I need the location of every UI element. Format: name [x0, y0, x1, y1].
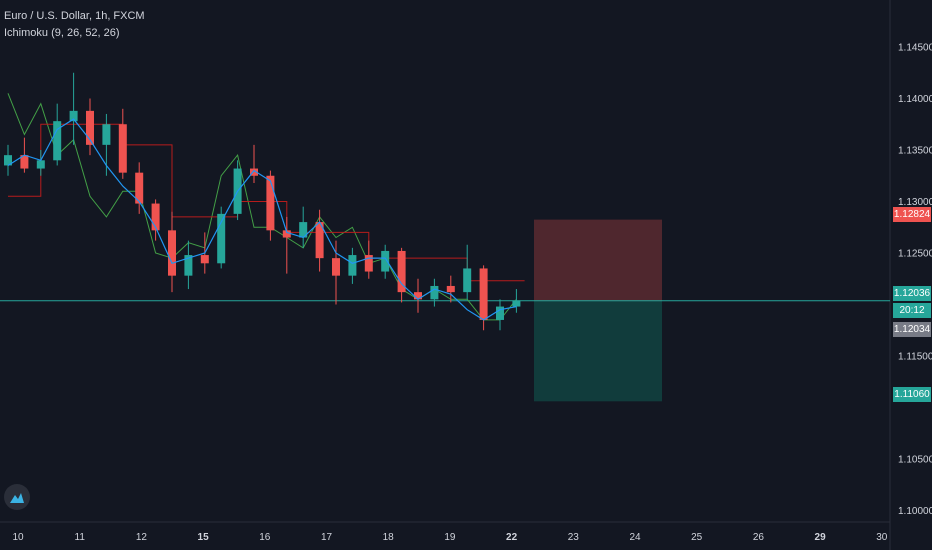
candle-body [463, 268, 472, 293]
candle-body [348, 255, 357, 276]
time-tick-label: 22 [506, 532, 518, 543]
price-tick-label: 1.13500 [898, 146, 932, 157]
logo-mountain-icon [10, 493, 24, 503]
stop-loss-zone [534, 219, 662, 301]
chart-legend: Euro / U.S. Dollar, 1h, FXCM Ichimoku (9… [4, 8, 145, 42]
stop-price-label: 1.12824 [893, 207, 931, 222]
candle-body [118, 124, 127, 173]
candle-body [135, 172, 144, 204]
candle-body [299, 222, 308, 238]
price-tick-label: 1.12500 [898, 249, 932, 260]
price-tick-label: 1.13000 [898, 197, 932, 208]
candle-body [266, 175, 275, 231]
price-tick-label: 1.14500 [898, 43, 932, 54]
price-tick-label: 1.11500 [898, 352, 932, 363]
take-profit-zone [534, 300, 662, 402]
candle-body [397, 250, 406, 293]
candle-body [315, 222, 324, 259]
candle-body [430, 285, 439, 300]
time-tick-label: 25 [691, 532, 703, 543]
time-tick-label: 12 [136, 532, 148, 543]
tradingview-logo-icon[interactable] [4, 484, 30, 510]
price-tick-label: 1.10000 [898, 506, 932, 517]
price-tick-label: 1.14000 [898, 94, 932, 105]
candle-body [86, 110, 94, 145]
price-tick-label: 1.10500 [898, 455, 932, 466]
time-tick-label: 15 [198, 532, 210, 543]
symbol-title[interactable]: Euro / U.S. Dollar, 1h, FXCM [4, 10, 145, 22]
candle-body [332, 258, 340, 276]
time-tick-label: 11 [75, 532, 86, 543]
candle-body [496, 306, 504, 320]
time-tick-label: 16 [259, 532, 271, 543]
bid-price-label: 1.12034 [893, 322, 931, 337]
chikou-span-line [7, 93, 517, 321]
candle-body [381, 250, 390, 272]
time-tick-label: 17 [321, 532, 333, 543]
candle-body [20, 155, 29, 169]
candle-body [184, 255, 193, 276]
indicator-title[interactable]: Ichimoku (9, 26, 52, 26) [4, 27, 120, 39]
candle-body [102, 124, 111, 145]
candle-body [364, 255, 373, 272]
time-tick-label: 10 [12, 532, 24, 543]
candle-body [200, 255, 209, 264]
candle-body [217, 213, 226, 264]
candle-body [250, 168, 258, 176]
time-tick-label: 29 [815, 532, 827, 543]
candle-body [446, 285, 455, 293]
time-tick-label: 18 [383, 532, 395, 543]
time-tick-label: 19 [444, 532, 456, 543]
candle-body [69, 110, 78, 122]
time-tick-label: 30 [876, 532, 888, 543]
kijun-sen-line [8, 123, 525, 282]
candle-body [36, 160, 45, 169]
time-tick-label: 26 [753, 532, 765, 543]
target-price-label: 1.11060 [893, 387, 931, 402]
time-tick-label: 23 [568, 532, 580, 543]
candle-body [151, 203, 160, 231]
time-tick-label: 24 [629, 532, 641, 543]
current-price-label: 1.12036 [893, 286, 931, 301]
candle-body [4, 155, 12, 166]
candle-body [282, 230, 291, 238]
candle-countdown-label: 20:12 [893, 303, 931, 318]
candle-body [168, 230, 176, 276]
candle-body [512, 300, 521, 307]
tenkan-sen-line [7, 118, 517, 321]
candle-body [479, 268, 488, 320]
candle-body [414, 292, 422, 300]
candle-body [53, 121, 62, 161]
